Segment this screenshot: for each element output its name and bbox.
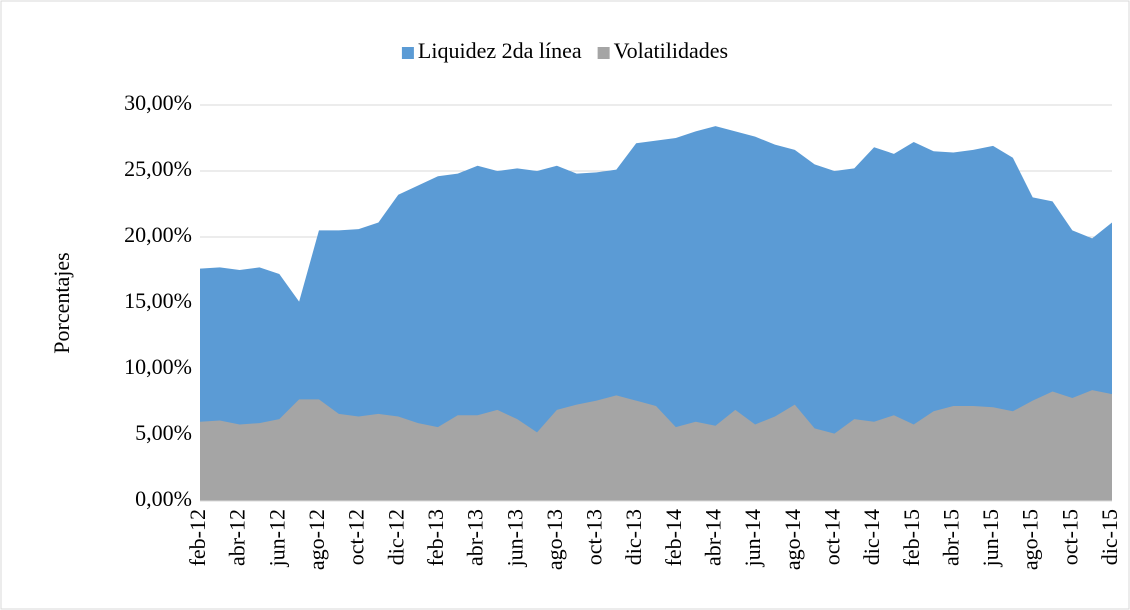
legend-swatch (597, 47, 610, 59)
area (200, 390, 1112, 501)
y-tick-label: 25,00% (124, 156, 192, 181)
x-tick-label: abr-13 (463, 509, 488, 566)
y-tick-label: 30,00% (124, 90, 192, 115)
x-tick-label: feb-15 (899, 509, 924, 566)
y-tick-label: 5,00% (135, 420, 192, 445)
x-tick-label: abr-15 (938, 509, 963, 566)
y-tick-label: 0,00% (135, 486, 192, 511)
y-axis-title: Porcentajes (49, 252, 74, 353)
x-tick-label: dic-15 (1097, 509, 1122, 565)
x-tick-label: abr-12 (225, 509, 250, 566)
x-tick-label: ago-15 (1018, 509, 1043, 570)
x-tick-label: feb-12 (185, 509, 210, 566)
x-tick-label: jun-14 (740, 509, 765, 567)
x-tick-label: dic-13 (621, 509, 646, 565)
legend-label: Liquidez 2da línea (418, 38, 582, 63)
x-tick-label: oct-12 (344, 509, 369, 565)
y-tick-label: 20,00% (124, 222, 192, 247)
legend-swatch (401, 47, 414, 59)
x-tick-label: oct-14 (819, 509, 844, 565)
x-tick-label: jun-12 (264, 509, 289, 567)
x-tick-label: ago-14 (780, 509, 805, 570)
x-tick-label: feb-14 (661, 509, 686, 566)
x-tick-label: oct-15 (1057, 509, 1082, 565)
y-tick-label: 10,00% (124, 354, 192, 379)
area (200, 126, 1112, 502)
y-tick-label: 15,00% (124, 288, 192, 313)
x-tick-label: feb-13 (423, 509, 448, 566)
x-tick-label: dic-14 (859, 509, 884, 565)
x-tick-label: jun-15 (978, 509, 1003, 567)
x-tick-label: oct-13 (582, 509, 607, 565)
x-tick-label: ago-12 (304, 509, 329, 570)
legend-label: Volatilidades (614, 38, 728, 63)
x-tick-label: ago-13 (542, 509, 567, 570)
x-tick-label: dic-12 (383, 509, 408, 565)
x-tick-label: abr-14 (701, 509, 726, 566)
x-tick-label: jun-13 (502, 509, 527, 567)
